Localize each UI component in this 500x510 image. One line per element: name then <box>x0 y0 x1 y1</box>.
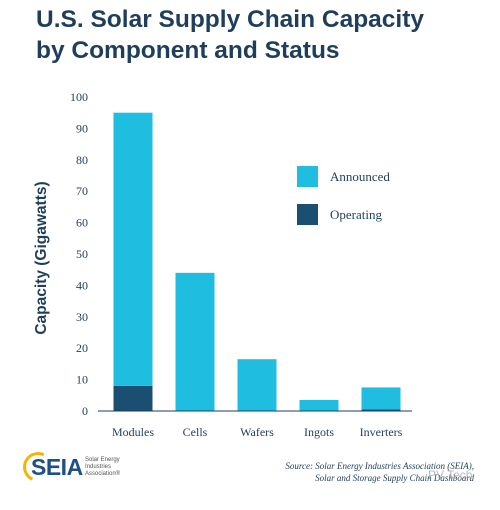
y-tick-label: 10 <box>76 373 88 387</box>
bar-operating-inverters <box>361 409 401 411</box>
watermark: PV Tech <box>428 468 473 482</box>
seia-logo: SEIA Solar Energy Industries Association… <box>18 447 133 487</box>
bar-operating-modules <box>113 385 153 411</box>
x-tick-label: Wafers <box>240 425 274 439</box>
bar-chart: 0 10 20 30 40 50 60 70 80 90 100 Modules Cells Wafers… <box>70 90 412 439</box>
x-tick-label: Ingots <box>304 425 334 439</box>
y-tick-label: 0 <box>82 404 88 418</box>
legend-swatch-announced <box>297 166 318 187</box>
y-tick-label: 30 <box>76 310 88 324</box>
y-tick-label: 90 <box>76 121 88 135</box>
y-tick-label: 80 <box>76 153 88 167</box>
y-tick-label: 20 <box>76 341 88 355</box>
seia-tagline-line3: Association® <box>85 470 121 477</box>
x-tick-label: Modules <box>112 425 154 439</box>
x-tick-label: Inverters <box>360 425 403 439</box>
chart-title-line2: by Component and Status <box>36 37 340 64</box>
bar-announced-wafers <box>237 359 277 411</box>
legend-item-operating: Operating <box>297 204 382 225</box>
bar-announced-cells <box>175 272 215 411</box>
y-tick-label: 50 <box>76 247 88 261</box>
legend-swatch-operating <box>297 204 318 225</box>
y-tick-label: 60 <box>76 216 88 230</box>
x-tick-label: Cells <box>183 425 208 439</box>
source-line1: Source: Solar Energy Industries Associat… <box>285 461 474 471</box>
seia-logo-tagline: Solar Energy Industries Association® <box>85 457 133 478</box>
source-line2: Solar and Storage Supply Chain Dashboard <box>315 473 474 483</box>
y-tick-label: 70 <box>76 184 88 198</box>
seia-logo-text: SEIA <box>31 454 83 480</box>
bar-announced-modules <box>113 112 153 386</box>
seia-tagline-line1: Solar Energy <box>85 456 120 463</box>
y-tick-label: 40 <box>76 278 88 292</box>
legend-item-announced: Announced <box>297 166 390 187</box>
legend-label-announced: Announced <box>330 168 390 184</box>
source-note: Source: Solar Energy Industries Associat… <box>285 460 474 484</box>
seia-logo-mark: SEIA <box>18 447 83 487</box>
bar-announced-inverters <box>361 387 401 410</box>
chart-title-line1: U.S. Solar Supply Chain Capacity <box>36 6 425 33</box>
y-tick-label: 100 <box>70 90 88 104</box>
chart-title: U.S. Solar Supply Chain Capacity by Comp… <box>36 4 496 66</box>
bar-announced-ingots <box>299 400 339 411</box>
seia-tagline-line2: Industries <box>85 463 112 470</box>
legend-label-operating: Operating <box>330 206 382 222</box>
